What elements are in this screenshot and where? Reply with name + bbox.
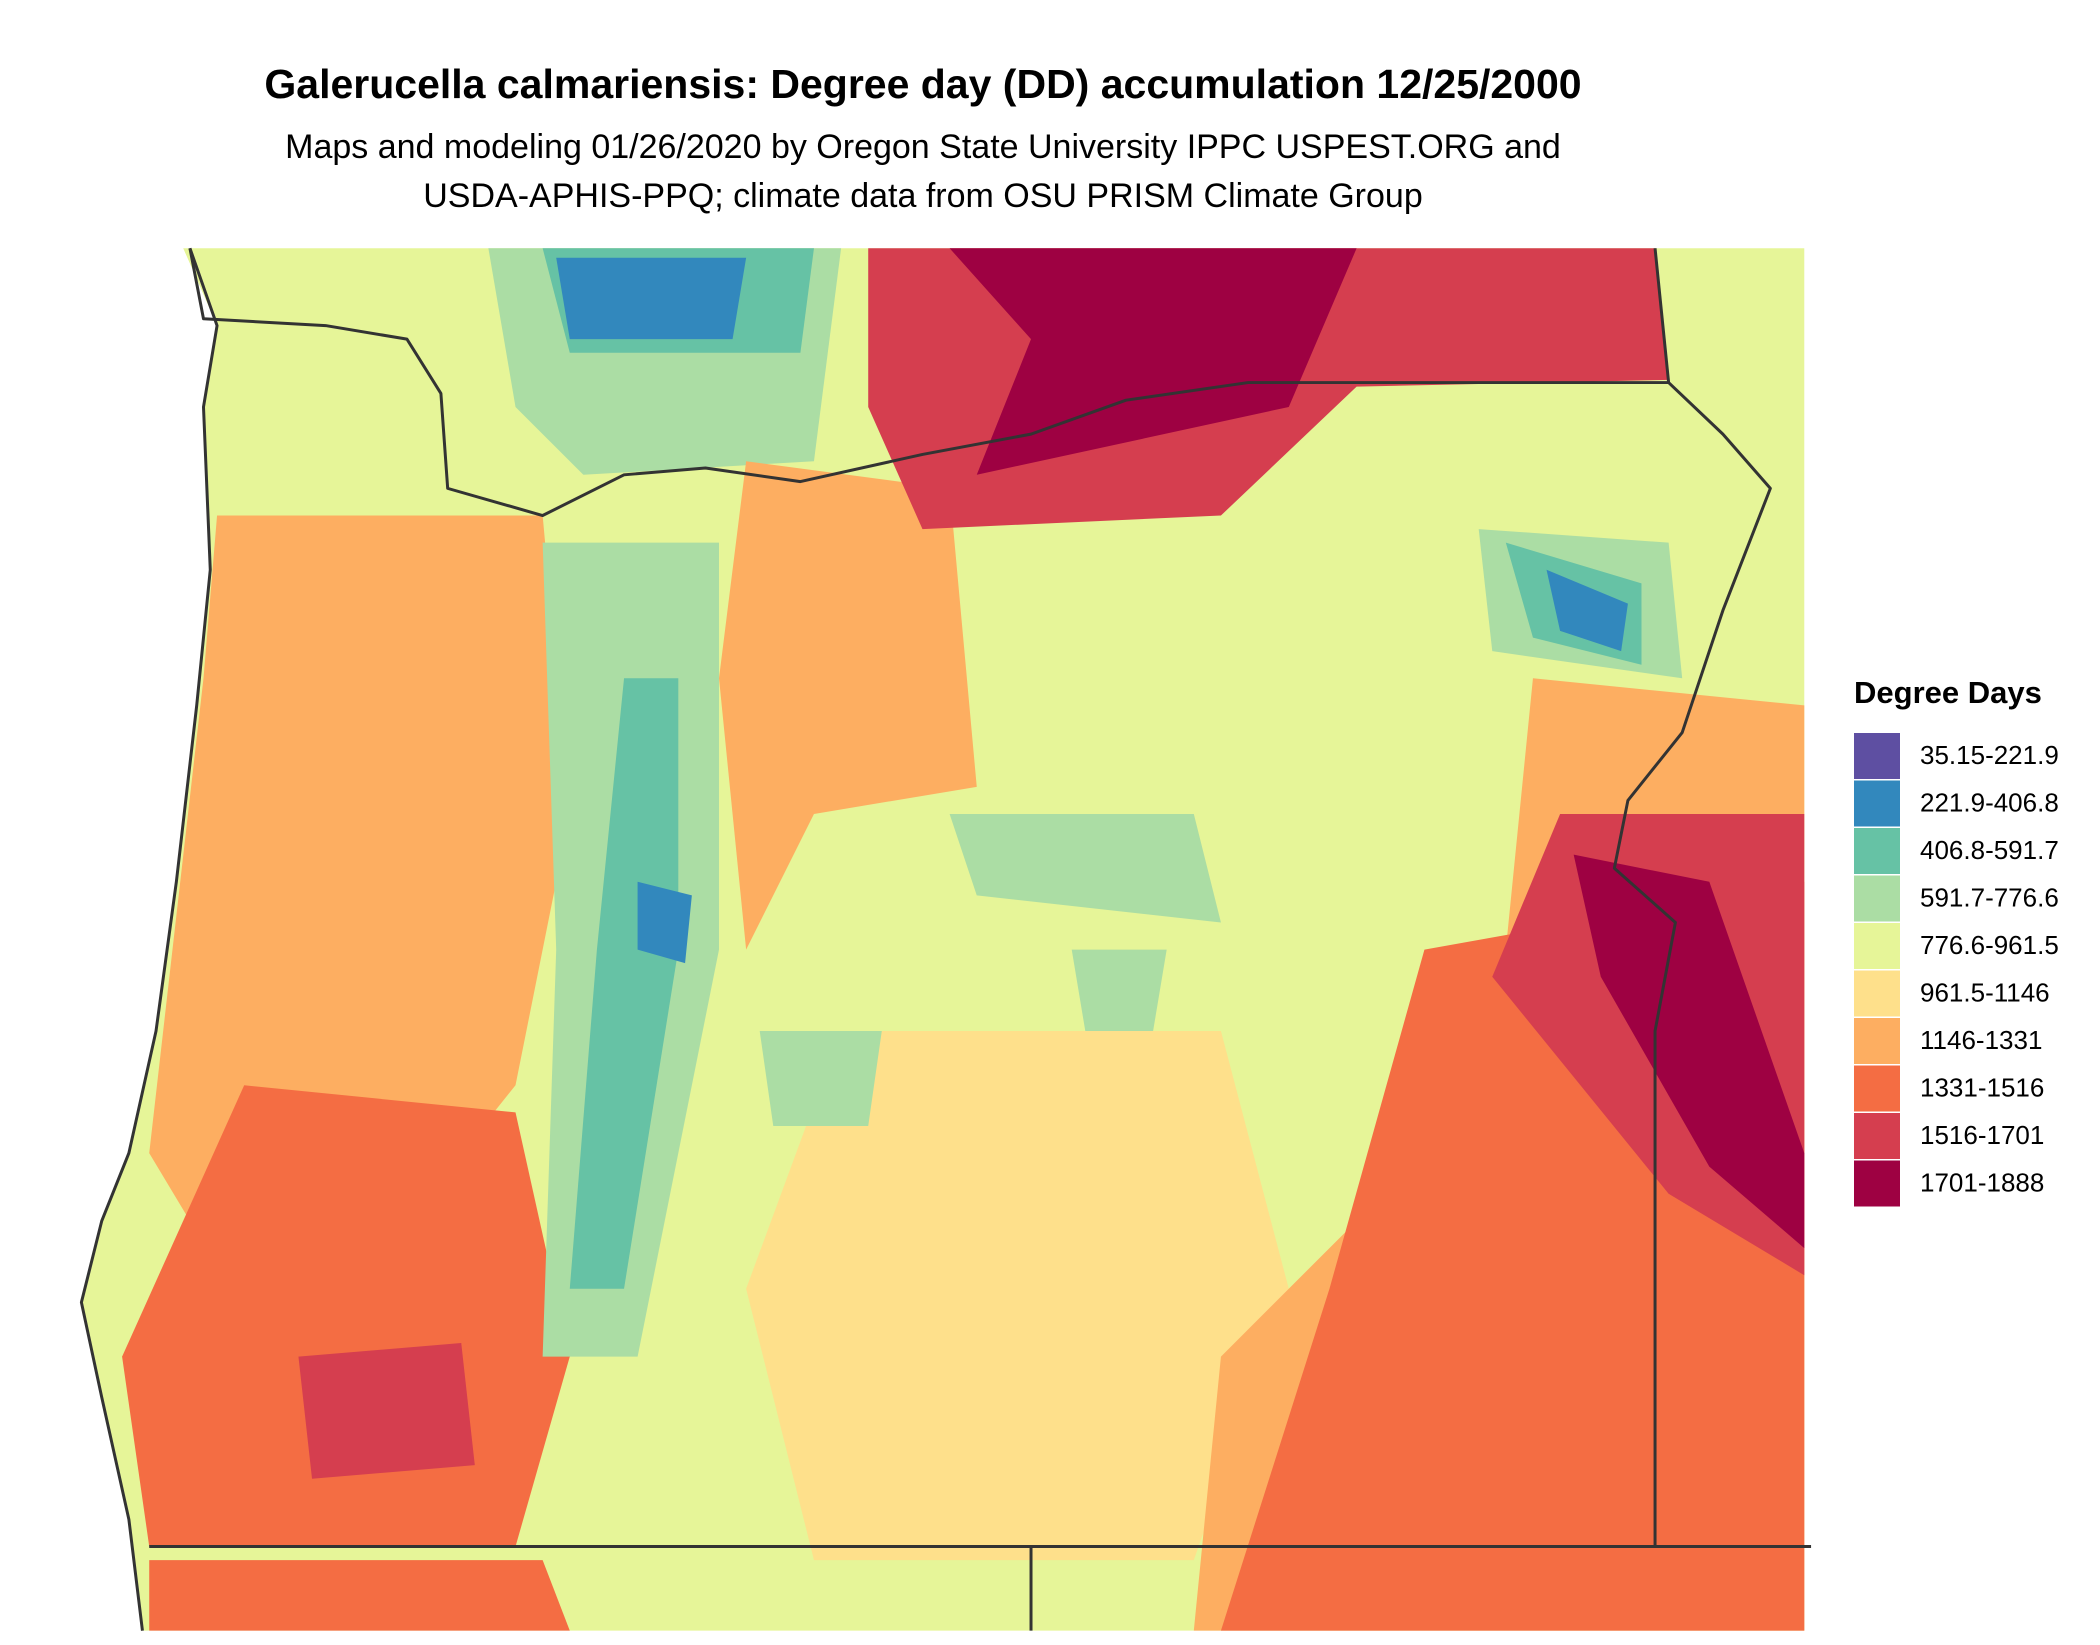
legend-swatch: [1854, 875, 1900, 922]
legend-swatch: [1854, 780, 1900, 827]
legend-swatch: [1854, 970, 1900, 1017]
legend-label: 1146-1331: [1920, 1025, 2042, 1055]
map-title: Galerucella calmariensis: Degree day (DD…: [264, 61, 1581, 107]
map-subtitle: Maps and modeling 01/26/2020 by Oregon S…: [285, 128, 1561, 166]
legend-swatch: [1854, 1113, 1900, 1159]
map-zone: [556, 257, 747, 340]
legend: 35.15-221.9 221.9-406.8 406.8-591.7 591.7-7…: [1854, 733, 2059, 1207]
legend-label: 1516-1701: [1920, 1120, 2044, 1150]
legend-swatch: [1854, 1065, 1900, 1112]
legend-swatch: [1854, 733, 1900, 779]
legend-swatch: [1854, 1160, 1900, 1207]
map-zone: [569, 678, 679, 1289]
legend-label: 35.15-221.9: [1920, 740, 2059, 770]
map-zone: [1573, 854, 1805, 1249]
legend-label: 776.6-961.5: [1920, 930, 2059, 960]
legend-swatch: [1854, 923, 1900, 969]
map-zone: [1071, 949, 1167, 1032]
map: [0, 247, 1812, 1631]
map-zone: [949, 248, 1357, 475]
legend-label: 961.5-1146: [1920, 977, 2050, 1007]
map-zone: [759, 1031, 882, 1126]
legend-label: 221.9-406.8: [1920, 787, 2059, 817]
legend-label: 1331-1516: [1920, 1072, 2044, 1102]
legend-title: Degree Days: [1854, 675, 2042, 710]
state-border: [1653, 248, 1671, 383]
map-zone: [1546, 569, 1628, 652]
ocean: [0, 248, 218, 1631]
map-zone: [746, 1031, 1289, 1561]
map-zone: [149, 1560, 570, 1631]
map-zone: [718, 461, 977, 950]
legend-label: 591.7-776.6: [1920, 882, 2059, 912]
legend-swatch: [1854, 1018, 1900, 1064]
legend-label: 406.8-591.7: [1920, 835, 2059, 865]
map-subtitle: USDA-APHIS-PPQ; climate data from OSU PR…: [423, 177, 1422, 215]
map-zone: [298, 1343, 475, 1479]
legend-label: 1701-1888: [1920, 1167, 2044, 1197]
state-border: [79, 247, 219, 1631]
legend-swatch: [1854, 828, 1900, 874]
map-zone: [637, 881, 692, 964]
state-border: [188, 247, 1772, 1547]
map-zone: [949, 813, 1221, 923]
